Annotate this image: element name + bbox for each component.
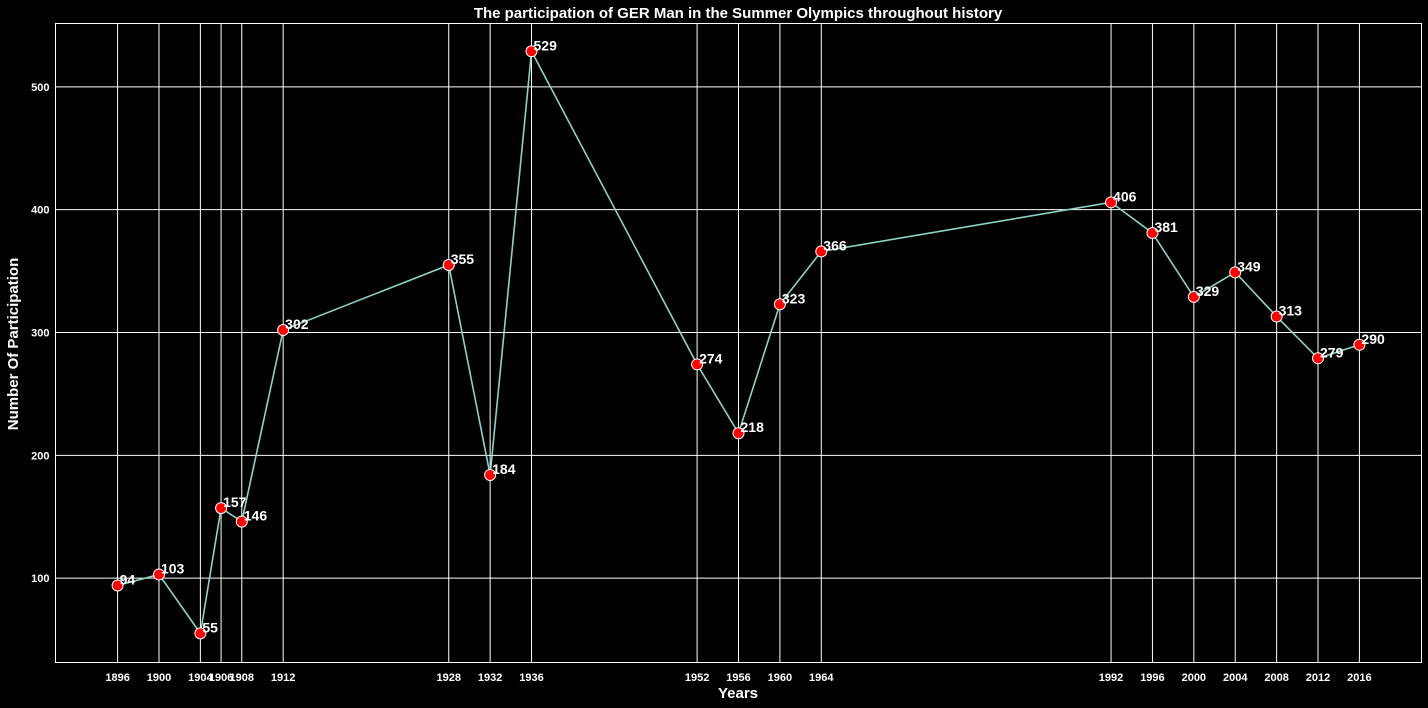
plot-frame: [55, 23, 1422, 663]
x-tick-label: 1908: [230, 672, 254, 684]
x-tick-label: 1896: [105, 672, 129, 684]
data-point-marker: [1353, 338, 1366, 351]
data-label: 184: [492, 461, 516, 477]
data-point-marker: [1146, 227, 1159, 240]
data-point-marker: [277, 324, 290, 337]
data-point-marker: [152, 568, 165, 581]
x-tick-label: 2000: [1182, 672, 1206, 684]
data-point-marker: [691, 358, 704, 371]
y-tick-label: 300: [31, 327, 49, 339]
data-label: 279: [1320, 344, 1344, 360]
x-tick-label: 2012: [1306, 672, 1330, 684]
x-tick-label: 1992: [1099, 672, 1123, 684]
data-label: 366: [823, 237, 847, 253]
data-point-marker: [235, 515, 248, 528]
data-point-marker: [484, 468, 497, 481]
data-label: 290: [1361, 331, 1385, 347]
markers: [111, 45, 1366, 640]
grid: [55, 23, 1422, 663]
x-tick-label: 1932: [478, 672, 502, 684]
data-point-marker: [194, 627, 207, 640]
x-tick-label: 1912: [271, 672, 295, 684]
chart-title: The participation of GER Man in the Summ…: [474, 5, 1003, 22]
data-point-marker: [815, 245, 828, 258]
x-tick-label: 1906: [209, 672, 233, 684]
data-point-marker: [525, 45, 538, 58]
x-tick-label: 1960: [768, 672, 792, 684]
y-tick-label: 500: [31, 82, 49, 94]
y-tick-label: 200: [31, 450, 49, 462]
data-label: 381: [1154, 219, 1178, 235]
x-tick-label: 1996: [1140, 672, 1164, 684]
data-point-marker: [1270, 310, 1283, 323]
data-point-marker: [215, 502, 228, 515]
data-label: 329: [1196, 283, 1220, 299]
x-tick-label: 2008: [1264, 672, 1288, 684]
data-label: 529: [534, 37, 558, 53]
x-tick-label: 1964: [809, 672, 834, 684]
data-point-marker: [111, 579, 124, 592]
data-label: 349: [1237, 258, 1261, 274]
x-tick-label: 1952: [685, 672, 709, 684]
data-point-marker: [442, 258, 455, 271]
x-tick-label: 1900: [147, 672, 171, 684]
y-tick-label: 100: [31, 573, 49, 585]
data-point-marker: [773, 298, 786, 311]
data-label: 355: [451, 251, 475, 267]
data-point-marker: [1187, 290, 1200, 303]
y-tick-label: 400: [31, 205, 49, 217]
data-point-marker: [1105, 196, 1118, 209]
x-tick-label: 1904: [188, 672, 213, 684]
data-point-marker: [732, 427, 745, 440]
data-label: 313: [1279, 303, 1303, 319]
data-label: 323: [782, 290, 806, 306]
data-point-marker: [1229, 266, 1242, 279]
x-tick-label: 2004: [1223, 672, 1248, 684]
y-ticks: 100 200 300 400 500: [31, 82, 49, 585]
x-tick-label: 1936: [519, 672, 543, 684]
data-label: 302: [285, 316, 309, 332]
x-axis-label: Years: [718, 685, 758, 702]
data-point-marker: [1312, 352, 1325, 365]
data-label: 218: [741, 419, 765, 435]
data-label: 146: [244, 508, 268, 524]
data-label: 157: [223, 494, 247, 510]
data-label: 274: [699, 350, 723, 366]
x-tick-label: 1956: [726, 672, 750, 684]
data-label: 103: [161, 560, 185, 576]
y-axis-label: Number Of Participation: [5, 258, 22, 431]
data-label: 94: [120, 571, 136, 587]
x-tick-label: 2016: [1347, 672, 1371, 684]
x-tick-label: 1928: [437, 672, 461, 684]
data-label: 55: [202, 619, 218, 635]
data-label: 406: [1113, 188, 1137, 204]
